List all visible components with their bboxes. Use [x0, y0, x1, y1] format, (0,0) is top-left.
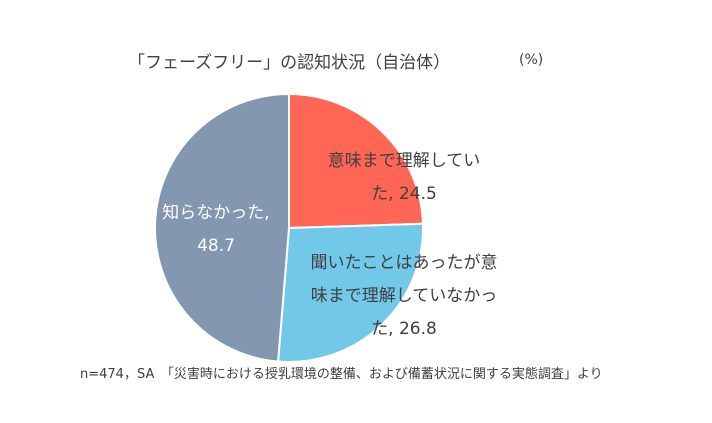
- slice-data-label: 聞いたことはあったが意味まで理解していなかった, 26.8: [311, 253, 498, 339]
- chart-unit: (%): [519, 52, 544, 68]
- slice-data-label: 知らなかった, 48.7: [162, 203, 269, 256]
- pie-slice: [276, 222, 424, 363]
- slice-data-label: 意味まで理解していた, 24.5: [328, 151, 481, 204]
- pie-slice: [288, 92, 424, 230]
- chart-title: 「フェーズフリー」の認知状況（自治体）: [128, 53, 451, 73]
- pie-slice: [154, 92, 290, 363]
- chart-source-note: n=474，SA 「災害時における授乳環境の整備、および備蓄状況に関する実態調査…: [80, 367, 603, 382]
